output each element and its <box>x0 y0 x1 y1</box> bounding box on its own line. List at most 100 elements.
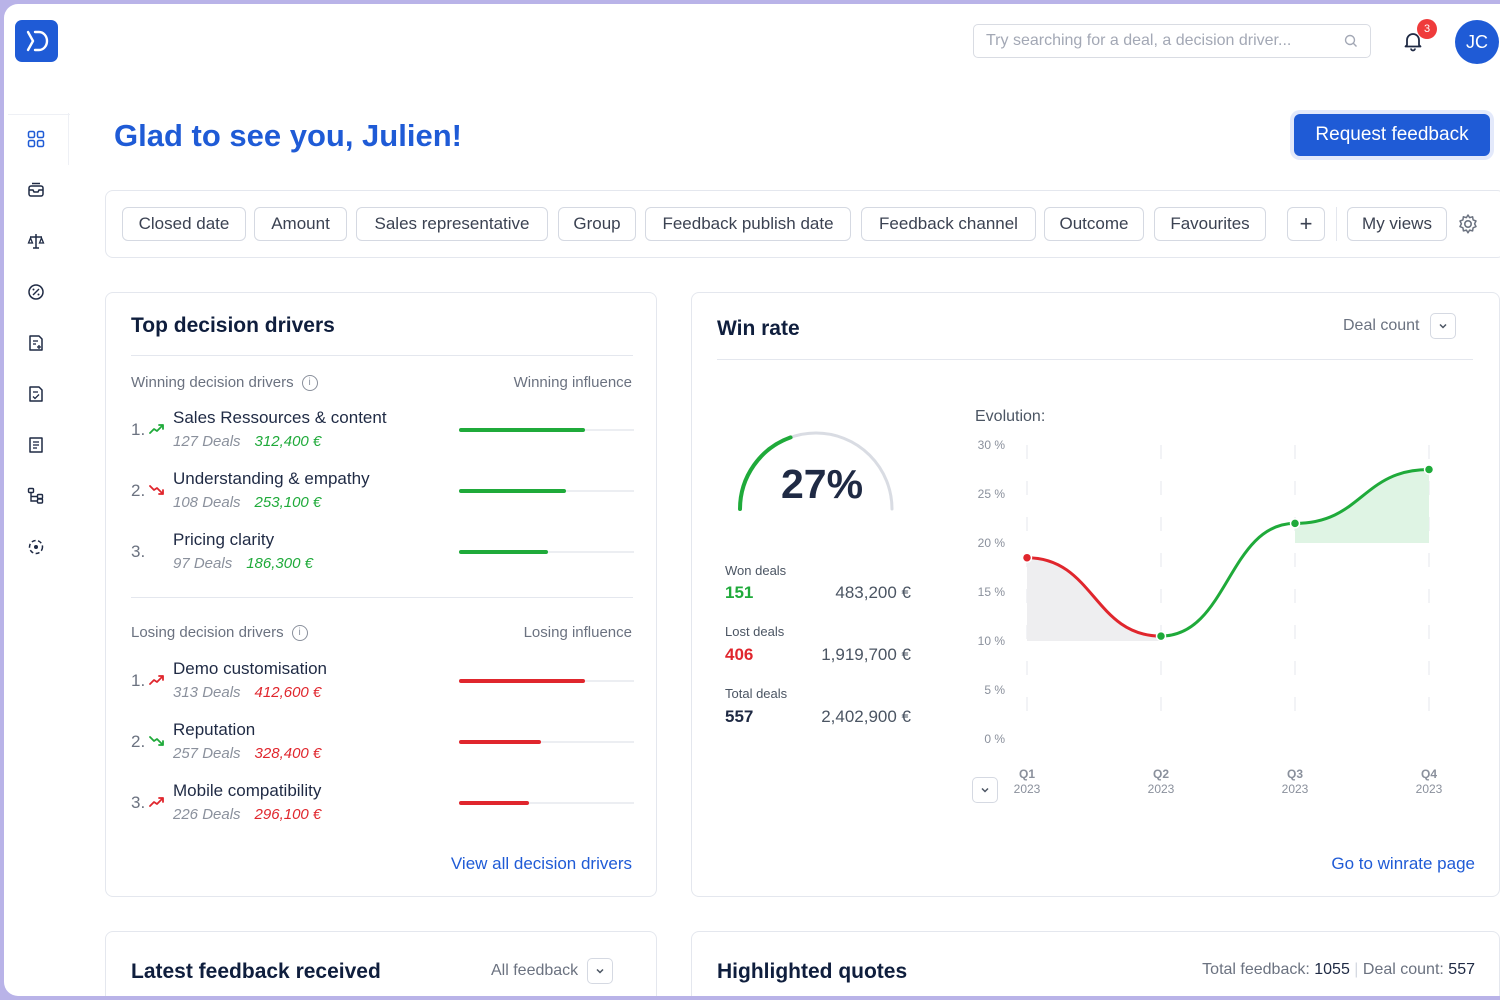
data-point <box>1021 552 1033 563</box>
win-rate-title: Win rate <box>717 317 800 340</box>
influence-bar <box>459 801 634 805</box>
sidebar-item-integrations[interactable] <box>22 533 50 561</box>
x-tick-year: 2023 <box>1148 782 1175 796</box>
search-placeholder: Try searching for a deal, a decision dri… <box>986 32 1292 49</box>
x-tick-year: 2023 <box>1282 782 1309 796</box>
logo-mark-icon <box>26 30 48 52</box>
sidebar-item-dashboard[interactable] <box>22 113 69 165</box>
filter-closed-date[interactable]: Closed date <box>122 207 246 241</box>
chevron-down-icon <box>587 958 614 984</box>
highlighted-quotes-card: Highlighted quotes Total feedback: 1055 … <box>691 931 1500 996</box>
filter-bar: Closed date Amount Sales representative … <box>105 190 1500 258</box>
feedback-filter-select[interactable]: All feedback <box>491 958 614 984</box>
win-rate-title-divider <box>717 359 1473 360</box>
request-feedback-button[interactable]: Request feedback <box>1294 114 1490 156</box>
influence-bar-fill <box>459 801 529 805</box>
driver-row[interactable]: 2. Understanding & empathy 108 Deals 253,10… <box>131 469 636 519</box>
win-rate-card: Win rate Deal count 27% Won deals 151 48… <box>691 292 1500 897</box>
chevron-down-icon <box>1429 313 1456 339</box>
feedback-filter-value: All feedback <box>491 962 579 979</box>
winning-drivers-label: Winning decision drivers <box>131 374 294 391</box>
driver-name: Sales Ressources & content <box>173 408 387 427</box>
driver-meta: 127 Deals 312,400 € <box>173 433 321 450</box>
filter-sales-representative[interactable]: Sales representative <box>356 207 548 241</box>
driver-meta: 313 Deals 412,600 € <box>173 684 321 701</box>
sidebar-item-reviewed[interactable] <box>22 380 50 408</box>
driver-row[interactable]: 3. Pricing clarity 97 Deals 186,300 € <box>131 530 636 580</box>
x-tick-quarter: Q4 <box>1421 767 1437 781</box>
info-icon[interactable]: i <box>291 624 308 641</box>
app-logo[interactable] <box>15 20 58 62</box>
chart-expand-button[interactable] <box>972 777 998 803</box>
metric-select[interactable]: Deal count <box>1343 313 1456 339</box>
driver-rank: 2. <box>131 481 146 500</box>
sidebar-item-new-feedback[interactable] <box>22 329 50 357</box>
decline-area <box>1027 557 1161 641</box>
filter-outcome[interactable]: Outcome <box>1044 207 1144 241</box>
driver-name: Mobile compatibility <box>173 781 322 800</box>
driver-trend <box>149 422 165 440</box>
y-tick-label: 0 % <box>984 732 1005 746</box>
driver-meta: 257 Deals 328,400 € <box>173 745 321 762</box>
sidebar-item-winrate[interactable] <box>22 278 50 306</box>
y-tick-label: 30 % <box>978 438 1006 452</box>
driver-rank: 3. <box>131 542 146 561</box>
driver-deals: 226 Deals <box>173 806 241 823</box>
driver-deals: 108 Deals <box>173 494 241 511</box>
total-feedback-value: 1055 <box>1314 961 1350 978</box>
document-plus-icon <box>29 335 43 351</box>
my-views-button[interactable]: My views <box>1347 207 1447 241</box>
go-to-winrate-link[interactable]: Go to winrate page <box>1331 854 1475 873</box>
driver-deals: 127 Deals <box>173 433 241 450</box>
sidebar-item-reports[interactable] <box>22 431 50 459</box>
view-all-drivers-link[interactable]: View all decision drivers <box>450 854 632 873</box>
won-deals-count: 151 <box>725 583 754 602</box>
influence-bar <box>459 550 634 554</box>
deal-count-label: Deal count: <box>1362 961 1444 978</box>
filter-feedback-channel[interactable]: Feedback channel <box>861 207 1036 241</box>
gear-icon[interactable] <box>1457 213 1479 235</box>
driver-meta: 226 Deals 296,100 € <box>173 806 321 823</box>
sidebar-item-inbox[interactable] <box>22 176 50 204</box>
driver-amount: 412,600 € <box>254 684 322 701</box>
driver-amount: 253,100 € <box>254 494 322 511</box>
driver-trend <box>149 734 165 752</box>
y-tick-label: 10 % <box>978 634 1006 648</box>
driver-name: Pricing clarity <box>173 530 275 549</box>
driver-name: Demo customisation <box>173 659 328 678</box>
x-tick-quarter: Q3 <box>1287 767 1303 781</box>
influence-bar-fill <box>459 740 542 744</box>
trend-up-icon <box>149 424 164 434</box>
trend-up-icon <box>149 675 164 685</box>
driver-amount: 328,400 € <box>254 745 322 762</box>
influence-bar <box>459 679 634 683</box>
driver-row[interactable]: 3. Mobile compatibility 226 Deals 296,100 € <box>131 781 636 831</box>
lost-deals-amount: 1,919,700 € <box>821 645 911 664</box>
driver-row[interactable]: 2. Reputation 257 Deals 328,400 € <box>131 720 636 770</box>
filter-favourites[interactable]: Favourites <box>1154 207 1266 241</box>
filter-amount[interactable]: Amount <box>254 207 347 241</box>
bell-icon[interactable] <box>1402 30 1424 52</box>
y-tick-label: 20 % <box>978 536 1006 550</box>
decline-line <box>1026 556 1162 638</box>
chevron-down-icon <box>981 787 989 793</box>
sidebar-item-decisions[interactable] <box>22 227 50 255</box>
driver-rank: 1. <box>131 671 146 690</box>
info-icon[interactable]: i <box>301 374 318 391</box>
x-tick-year: 2023 <box>1014 782 1041 796</box>
driver-row[interactable]: 1. Demo customisation 313 Deals 412,600 € <box>131 659 636 709</box>
user-avatar[interactable]: JC <box>1455 20 1499 64</box>
driver-row[interactable]: 1. Sales Ressources & content 127 Deals 312… <box>131 408 636 458</box>
trend-up-icon <box>149 797 164 807</box>
search-input[interactable]: Try searching for a deal, a decision dri… <box>973 24 1371 58</box>
win-rate-gauge <box>738 431 894 511</box>
filter-group[interactable]: Group <box>558 207 636 241</box>
driver-deals: 313 Deals <box>173 684 241 701</box>
sidebar-item-organization[interactable] <box>22 482 50 510</box>
losing-influence-label: Losing influence <box>523 624 632 641</box>
filter-feedback-publish-date[interactable]: Feedback publish date <box>645 207 851 241</box>
winning-influence-label: Winning influence <box>513 374 632 391</box>
highlighted-quotes-title: Highlighted quotes <box>717 960 908 983</box>
add-filter-button[interactable]: + <box>1287 207 1325 241</box>
document-check-icon <box>29 386 43 402</box>
